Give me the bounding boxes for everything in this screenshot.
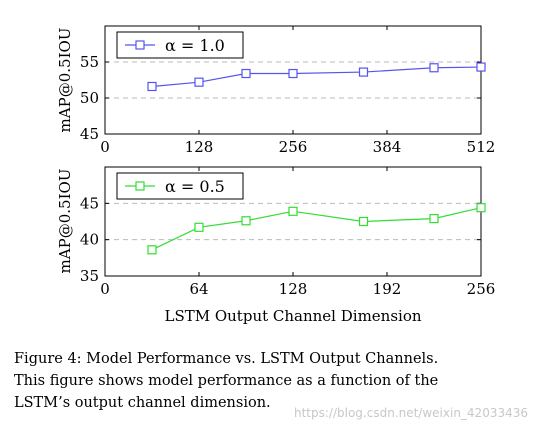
data-point <box>429 213 439 224</box>
y-tick-label: 50 <box>80 89 99 107</box>
data-point <box>241 216 251 226</box>
caption-line-2: This figure shows model performance as a… <box>14 373 439 389</box>
chart-panel-2: 35 40 45 0 64 128 192 256 mAP@0.5IOU α = 0.5 LSTM … <box>56 166 496 325</box>
x-tick-label: 128 <box>185 138 214 156</box>
x-tick-label: 128 <box>279 280 308 298</box>
x-tick-label: 0 <box>100 138 110 156</box>
watermark: https://blog.csdn.net/weixin_42033436 <box>293 406 528 420</box>
data-point <box>288 68 298 79</box>
y-tick-label: 35 <box>80 267 99 285</box>
x-tick-label: 64 <box>189 280 208 298</box>
y-tick-label: 45 <box>80 194 99 212</box>
data-point <box>429 63 439 73</box>
y-tick-label: 40 <box>80 231 99 249</box>
data-point <box>194 77 204 87</box>
caption-line-1: Figure 4: Model Performance vs. LSTM Out… <box>14 351 439 367</box>
data-point <box>147 81 157 92</box>
data-point <box>288 206 298 216</box>
x-tick-label: 256 <box>467 280 496 298</box>
data-point <box>194 222 204 232</box>
legend-marker <box>135 181 145 191</box>
x-tick-label: 192 <box>373 280 402 298</box>
legend-label: α = 1.0 <box>165 36 225 55</box>
y-axis-label: mAP@0.5IOU <box>56 169 74 274</box>
legend-box <box>116 31 244 59</box>
figure-caption: Figure 4: Model Performance vs. LSTM Out… <box>14 348 530 414</box>
x-tick-label: 384 <box>373 138 402 156</box>
legend-marker <box>135 40 145 50</box>
data-point <box>358 216 369 227</box>
y-tick-label: 55 <box>80 53 99 71</box>
data-point <box>476 62 486 72</box>
y-axis-label: mAP@0.5IOU <box>56 28 74 133</box>
x-tick-label: 0 <box>100 280 110 298</box>
caption-line-3: LSTM’s output channel dimension. <box>14 395 271 411</box>
data-point <box>147 245 157 255</box>
x-tick-label: 256 <box>279 138 308 156</box>
x-tick-label: 512 <box>467 138 496 156</box>
data-point <box>476 203 486 213</box>
chart-panel-1: 45 50 55 0 128 256 384 512 mAP@0.5IOU α = 1.0 <box>56 25 496 156</box>
data-point <box>358 67 369 77</box>
legend-label: α = 0.5 <box>165 177 225 196</box>
y-tick-label: 45 <box>80 125 99 143</box>
x-axis-label: LSTM Output Channel Dimension <box>164 307 421 325</box>
data-point <box>241 68 251 79</box>
